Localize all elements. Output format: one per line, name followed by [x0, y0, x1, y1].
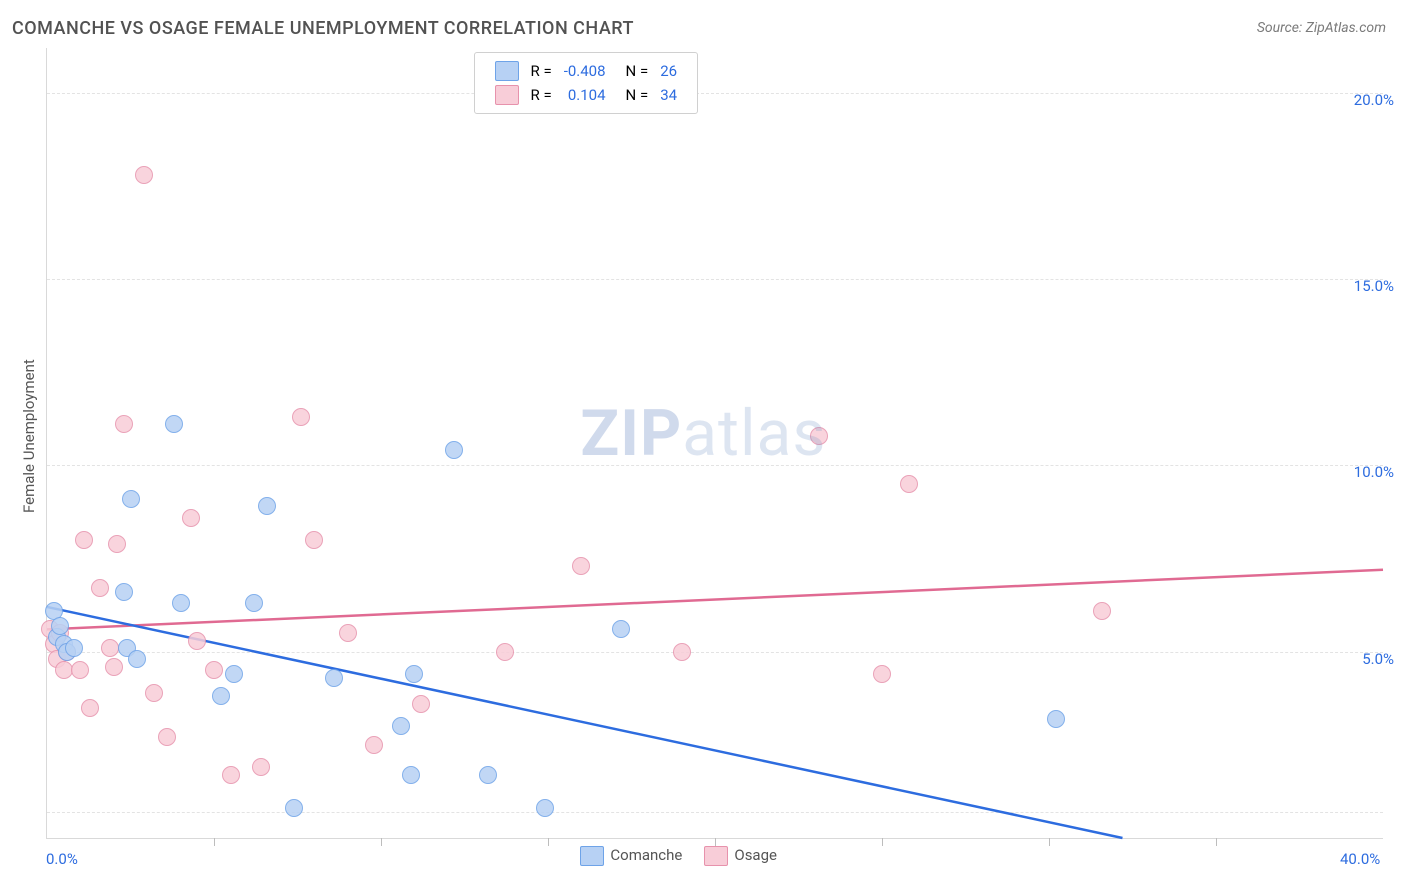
data-point — [405, 665, 423, 683]
data-point — [258, 497, 276, 515]
chart-title: COMANCHE VS OSAGE FEMALE UNEMPLOYMENT CO… — [12, 18, 634, 39]
data-point — [285, 799, 303, 817]
y-axis-label: Female Unemployment — [20, 359, 38, 513]
data-point — [182, 509, 200, 527]
data-point — [205, 661, 223, 679]
data-point — [900, 475, 918, 493]
data-point — [673, 643, 691, 661]
data-point — [402, 766, 420, 784]
data-point — [81, 699, 99, 717]
data-point — [115, 583, 133, 601]
series-legend: ComancheOsage — [580, 846, 799, 866]
data-point — [122, 490, 140, 508]
data-point — [65, 639, 83, 657]
data-point — [222, 766, 240, 784]
x-tick-label: 0.0% — [46, 850, 78, 868]
data-point — [305, 531, 323, 549]
data-point — [810, 427, 828, 445]
y-tick-label: 20.0% — [1354, 91, 1394, 109]
source-label: Source: ZipAtlas.com — [1257, 20, 1386, 36]
data-point — [365, 736, 383, 754]
data-point — [75, 531, 93, 549]
data-point — [325, 669, 343, 687]
data-point — [252, 758, 270, 776]
data-point — [71, 661, 89, 679]
data-point — [188, 632, 206, 650]
data-point — [115, 415, 133, 433]
data-point — [1047, 710, 1065, 728]
data-point — [536, 799, 554, 817]
data-point — [158, 728, 176, 746]
data-point — [572, 557, 590, 575]
data-point — [412, 695, 430, 713]
data-point — [145, 684, 163, 702]
data-point — [612, 620, 630, 638]
data-point — [51, 617, 69, 635]
data-point — [873, 665, 891, 683]
y-tick-label: 10.0% — [1354, 463, 1394, 481]
data-point — [55, 661, 73, 679]
data-point — [445, 441, 463, 459]
data-point — [292, 408, 310, 426]
correlation-legend: R =-0.408N =26R =0.104N =34 — [474, 52, 699, 114]
data-point — [91, 579, 109, 597]
data-point — [225, 665, 243, 683]
data-point — [128, 650, 146, 668]
data-point — [135, 166, 153, 184]
data-point — [172, 594, 190, 612]
data-point — [165, 415, 183, 433]
data-point — [212, 687, 230, 705]
data-point — [392, 717, 410, 735]
chart-plot-area — [46, 48, 1383, 839]
y-tick-label: 5.0% — [1362, 650, 1394, 668]
data-point — [1093, 602, 1111, 620]
data-point — [339, 624, 357, 642]
data-point — [105, 658, 123, 676]
x-tick-label: 40.0% — [1340, 850, 1380, 868]
data-point — [245, 594, 263, 612]
trend-line — [47, 607, 1122, 838]
y-tick-label: 15.0% — [1354, 277, 1394, 295]
data-point — [479, 766, 497, 784]
data-point — [101, 639, 119, 657]
data-point — [108, 535, 126, 553]
data-point — [496, 643, 514, 661]
